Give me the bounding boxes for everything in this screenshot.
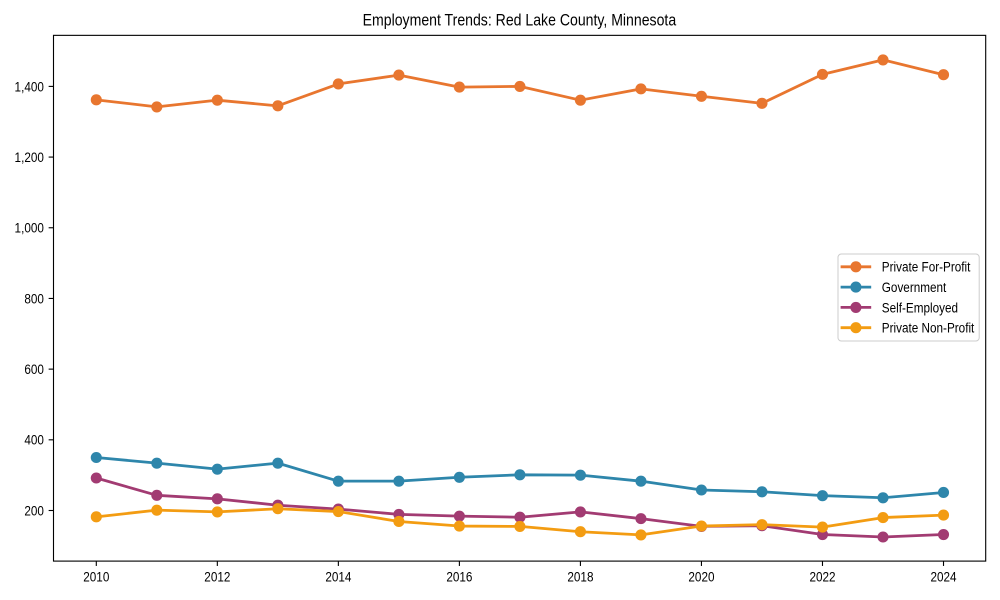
svg-text:Self-Employed: Self-Employed — [882, 299, 958, 315]
svg-text:400: 400 — [24, 432, 44, 448]
svg-text:Private For-Profit: Private For-Profit — [882, 259, 971, 275]
svg-text:1,200: 1,200 — [15, 149, 44, 165]
svg-text:2018: 2018 — [567, 568, 593, 584]
svg-text:2022: 2022 — [809, 568, 835, 584]
svg-text:2014: 2014 — [325, 568, 351, 584]
svg-text:2024: 2024 — [930, 568, 956, 584]
svg-text:1,400: 1,400 — [15, 78, 44, 94]
svg-text:Employment Trends: Red Lake Co: Employment Trends: Red Lake County, Minn… — [363, 12, 677, 30]
svg-text:800: 800 — [24, 290, 44, 306]
svg-text:200: 200 — [24, 502, 44, 518]
svg-text:2020: 2020 — [688, 568, 714, 584]
svg-text:2016: 2016 — [446, 568, 472, 584]
svg-text:600: 600 — [24, 361, 44, 377]
svg-text:Private Non-Profit: Private Non-Profit — [882, 320, 975, 336]
svg-text:2012: 2012 — [204, 568, 230, 584]
svg-text:2010: 2010 — [83, 568, 109, 584]
svg-text:Government: Government — [882, 279, 947, 295]
svg-text:1,000: 1,000 — [15, 220, 44, 236]
